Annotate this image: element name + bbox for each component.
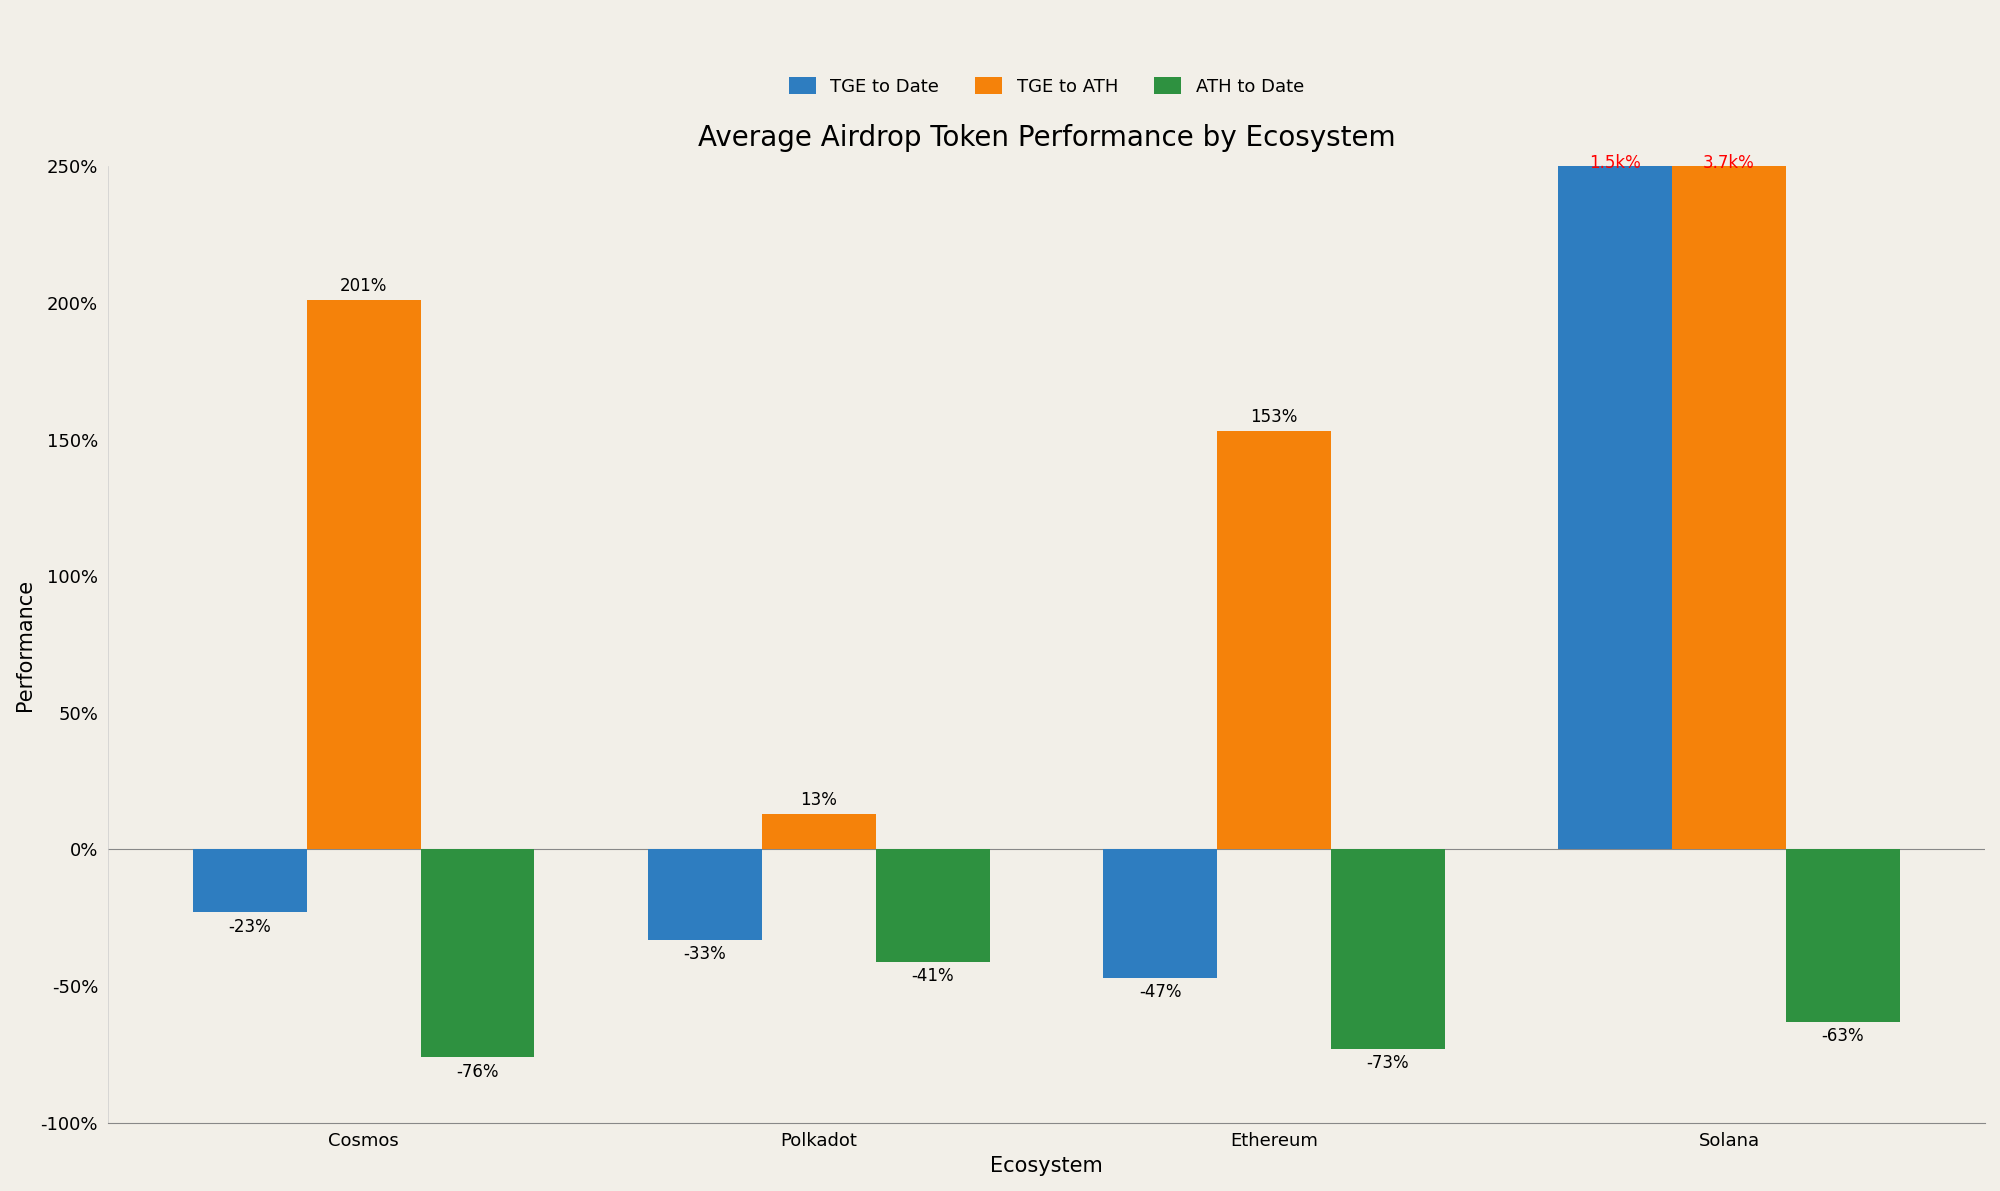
- Text: 13%: 13%: [800, 791, 838, 809]
- Bar: [876, 849, 990, 961]
- Text: -41%: -41%: [912, 967, 954, 985]
- Legend: TGE to Date, TGE to ATH, ATH to Date: TGE to Date, TGE to ATH, ATH to Date: [782, 70, 1312, 102]
- Bar: [1104, 849, 1218, 978]
- X-axis label: Ecosystem: Ecosystem: [990, 1156, 1102, 1176]
- Title: Average Airdrop Token Performance by Ecosystem: Average Airdrop Token Performance by Eco…: [698, 124, 1396, 151]
- Bar: [420, 849, 534, 1058]
- Text: -33%: -33%: [684, 946, 726, 964]
- Text: 153%: 153%: [1250, 409, 1298, 426]
- Bar: [1786, 849, 1900, 1022]
- Bar: [1218, 431, 1330, 849]
- Text: 1.5k%: 1.5k%: [1590, 154, 1642, 172]
- Bar: [306, 300, 420, 849]
- Text: -73%: -73%: [1366, 1054, 1410, 1072]
- Bar: [762, 813, 876, 849]
- Text: -76%: -76%: [456, 1062, 498, 1080]
- Text: 201%: 201%: [340, 276, 388, 295]
- Text: -63%: -63%: [1822, 1027, 1864, 1045]
- Bar: [1672, 167, 1786, 849]
- Y-axis label: Performance: Performance: [14, 579, 34, 711]
- Text: -47%: -47%: [1138, 984, 1182, 1002]
- Bar: [648, 849, 762, 940]
- Bar: [1330, 849, 1444, 1049]
- Text: 3.7k%: 3.7k%: [1704, 154, 1754, 172]
- Bar: [194, 849, 306, 912]
- Text: -23%: -23%: [228, 918, 272, 936]
- Bar: [1558, 167, 1672, 849]
